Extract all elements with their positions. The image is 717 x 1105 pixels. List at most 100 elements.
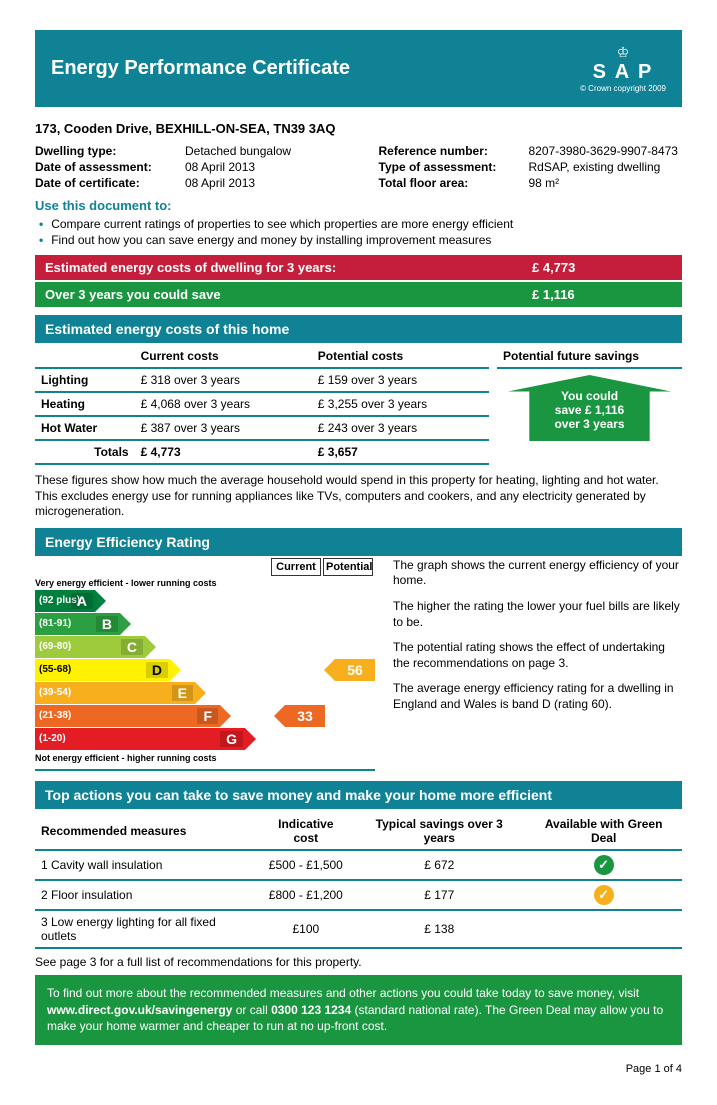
action-3-measure: 3 Low energy lighting for all fixed outl… (35, 910, 258, 948)
costs-section-title: Estimated energy costs of this home (35, 315, 682, 343)
table-row: 1 Cavity wall insulation £500 - £1,500 £… (35, 850, 682, 880)
reference-label: Reference number: (379, 144, 529, 158)
eer-desc-4: The average energy efficiency rating for… (393, 681, 682, 712)
floor-area-value: 98 m² (529, 176, 683, 190)
estimated-cost-label: Estimated energy costs of dwelling for 3… (35, 255, 522, 280)
eer-bottom-caption: Not energy efficient - higher running co… (35, 751, 375, 765)
crown-icon: ♔ (580, 44, 666, 61)
totals-label: Totals (35, 440, 135, 464)
hotwater-label: Hot Water (35, 416, 135, 440)
band-e: (39-54)E (35, 682, 195, 704)
tick-icon: ✓ (594, 885, 614, 905)
savings-arrow-line1: You could (561, 389, 618, 403)
use-doc-title: Use this document to: (35, 198, 682, 213)
eer-col-potential: Potential (323, 558, 373, 576)
assessment-date-value: 08 April 2013 (185, 160, 339, 174)
actions-col-savings: Typical savings over 3 years (353, 813, 525, 850)
action-1-savings: £ 672 (353, 850, 525, 880)
lighting-potential: £ 159 over 3 years (312, 368, 489, 392)
eer-desc-2: The higher the rating the lower your fue… (393, 599, 682, 630)
costs-col-current: Current costs (135, 345, 312, 368)
footer-text-mid: or call (232, 1003, 271, 1017)
current-rating-pointer: 33 (285, 705, 325, 727)
eer-desc-1: The graph shows the current energy effic… (393, 558, 682, 589)
action-1-measure: 1 Cavity wall insulation (35, 850, 258, 880)
table-row: Hot Water £ 387 over 3 years £ 243 over … (35, 416, 489, 440)
actions-col-measures: Recommended measures (35, 813, 258, 850)
footer-text-before: To find out more about the recommended m… (47, 986, 639, 1000)
actions-col-greendeal: Available with Green Deal (525, 813, 682, 850)
tick-icon: ✓ (594, 855, 614, 875)
reference-value: 8207-3980-3629-9907-8473 (529, 144, 683, 158)
savings-bar: Over 3 years you could save £ 1,116 (35, 282, 682, 307)
savings-arrow: You could save £ 1,116 over 3 years (482, 375, 697, 441)
certificate-date-value: 08 April 2013 (185, 176, 339, 190)
footer-info-box: To find out more about the recommended m… (35, 975, 682, 1045)
savings-arrow-line3: over 3 years (554, 417, 624, 431)
action-2-measure: 2 Floor insulation (35, 880, 258, 910)
band-b: (81-91)B (35, 613, 120, 635)
totals-potential: £ 3,657 (312, 440, 489, 464)
eer-chart: Current Potential Very energy efficient … (35, 558, 375, 771)
action-2-cost: £800 - £1,200 (258, 880, 353, 910)
action-2-savings: £ 177 (353, 880, 525, 910)
eer-section-title: Energy Efficiency Rating (35, 528, 682, 556)
sap-text: S A P (580, 61, 666, 84)
assessment-type-label: Type of assessment: (379, 160, 529, 174)
eer-description: The graph shows the current energy effic… (393, 558, 682, 771)
eer-desc-3: The potential rating shows the effect of… (393, 640, 682, 671)
floor-area-label: Total floor area: (379, 176, 529, 190)
use-doc-bullets: Compare current ratings of properties to… (35, 217, 682, 247)
savings-label: Over 3 years you could save (35, 282, 522, 307)
totals-current: £ 4,773 (135, 440, 312, 464)
band-d: (55-68)D (35, 659, 170, 681)
eer-col-current: Current (271, 558, 321, 576)
band-g: (1-20)G (35, 728, 245, 750)
savings-value: £ 1,116 (522, 282, 682, 307)
dwelling-type-label: Dwelling type: (35, 144, 185, 158)
costs-table: Current costs Potential costs Lighting £… (35, 345, 489, 465)
certificate-date-label: Date of certificate: (35, 176, 185, 190)
property-address: 173, Cooden Drive, BEXHILL-ON-SEA, TN39 … (35, 121, 682, 136)
table-row: Lighting £ 318 over 3 years £ 159 over 3… (35, 368, 489, 392)
savings-col-header: Potential future savings (497, 345, 682, 369)
costs-col-potential: Potential costs (312, 345, 489, 368)
table-row: 3 Low energy lighting for all fixed outl… (35, 910, 682, 948)
actions-section-title: Top actions you can take to save money a… (35, 781, 682, 809)
costs-note: These figures show how much the average … (35, 473, 682, 520)
page-number: Page 1 of 4 (35, 1063, 682, 1075)
use-doc-bullet-2: Find out how you can save energy and mon… (39, 233, 682, 247)
footer-phone: 0300 123 1234 (271, 1003, 351, 1017)
dwelling-type-value: Detached bungalow (185, 144, 339, 158)
actions-table: Recommended measures Indicative cost Typ… (35, 813, 682, 949)
estimated-cost-bar: Estimated energy costs of dwelling for 3… (35, 255, 682, 280)
table-row: Totals £ 4,773 £ 3,657 (35, 440, 489, 464)
heating-potential: £ 3,255 over 3 years (312, 392, 489, 416)
use-doc-bullet-1: Compare current ratings of properties to… (39, 217, 682, 231)
table-row: 2 Floor insulation £800 - £1,200 £ 177 ✓ (35, 880, 682, 910)
estimated-cost-value: £ 4,773 (522, 255, 682, 280)
action-3-cost: £100 (258, 910, 353, 948)
page-title: Energy Performance Certificate (51, 57, 350, 80)
header-bar: Energy Performance Certificate ♔ S A P ©… (35, 30, 682, 107)
sap-logo: ♔ S A P © Crown copyright 2009 (580, 44, 666, 93)
heating-current: £ 4,068 over 3 years (135, 392, 312, 416)
table-row: Heating £ 4,068 over 3 years £ 3,255 ove… (35, 392, 489, 416)
savings-arrow-line2: save £ 1,116 (555, 403, 624, 417)
potential-rating-pointer: 56 (335, 659, 375, 681)
action-1-cost: £500 - £1,500 (258, 850, 353, 880)
lighting-label: Lighting (35, 368, 135, 392)
actions-col-cost: Indicative cost (258, 813, 353, 850)
action-3-savings: £ 138 (353, 910, 525, 948)
hotwater-current: £ 387 over 3 years (135, 416, 312, 440)
copyright-text: © Crown copyright 2009 (580, 84, 666, 93)
footer-link: www.direct.gov.uk/savingenergy (47, 1003, 232, 1017)
see-page-3-text: See page 3 for a full list of recommenda… (35, 955, 682, 969)
eer-top-caption: Very energy efficient - lower running co… (35, 576, 375, 590)
band-f: (21-38)F (35, 705, 220, 727)
band-c: (69-80)C (35, 636, 145, 658)
assessment-type-value: RdSAP, existing dwelling (529, 160, 683, 174)
assessment-date-label: Date of assessment: (35, 160, 185, 174)
hotwater-potential: £ 243 over 3 years (312, 416, 489, 440)
details-grid: Dwelling type:Detached bungalow Date of … (35, 144, 682, 192)
